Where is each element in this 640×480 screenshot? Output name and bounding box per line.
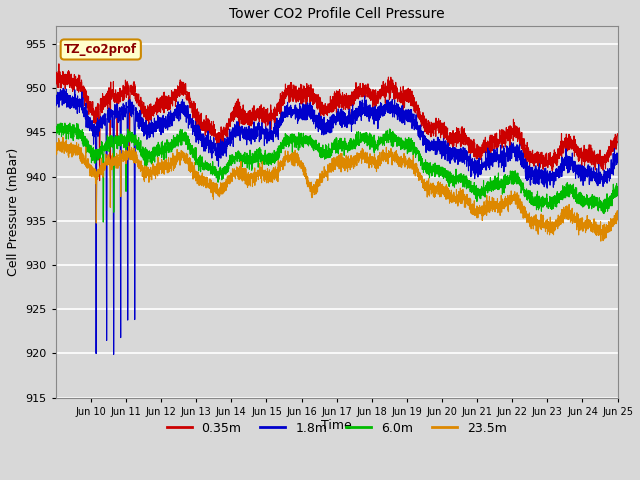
Legend: 0.35m, 1.8m, 6.0m, 23.5m: 0.35m, 1.8m, 6.0m, 23.5m <box>162 417 512 440</box>
Text: TZ_co2prof: TZ_co2prof <box>64 43 138 56</box>
Y-axis label: Cell Pressure (mBar): Cell Pressure (mBar) <box>7 148 20 276</box>
X-axis label: Time: Time <box>321 420 352 432</box>
Title: Tower CO2 Profile Cell Pressure: Tower CO2 Profile Cell Pressure <box>229 7 444 21</box>
